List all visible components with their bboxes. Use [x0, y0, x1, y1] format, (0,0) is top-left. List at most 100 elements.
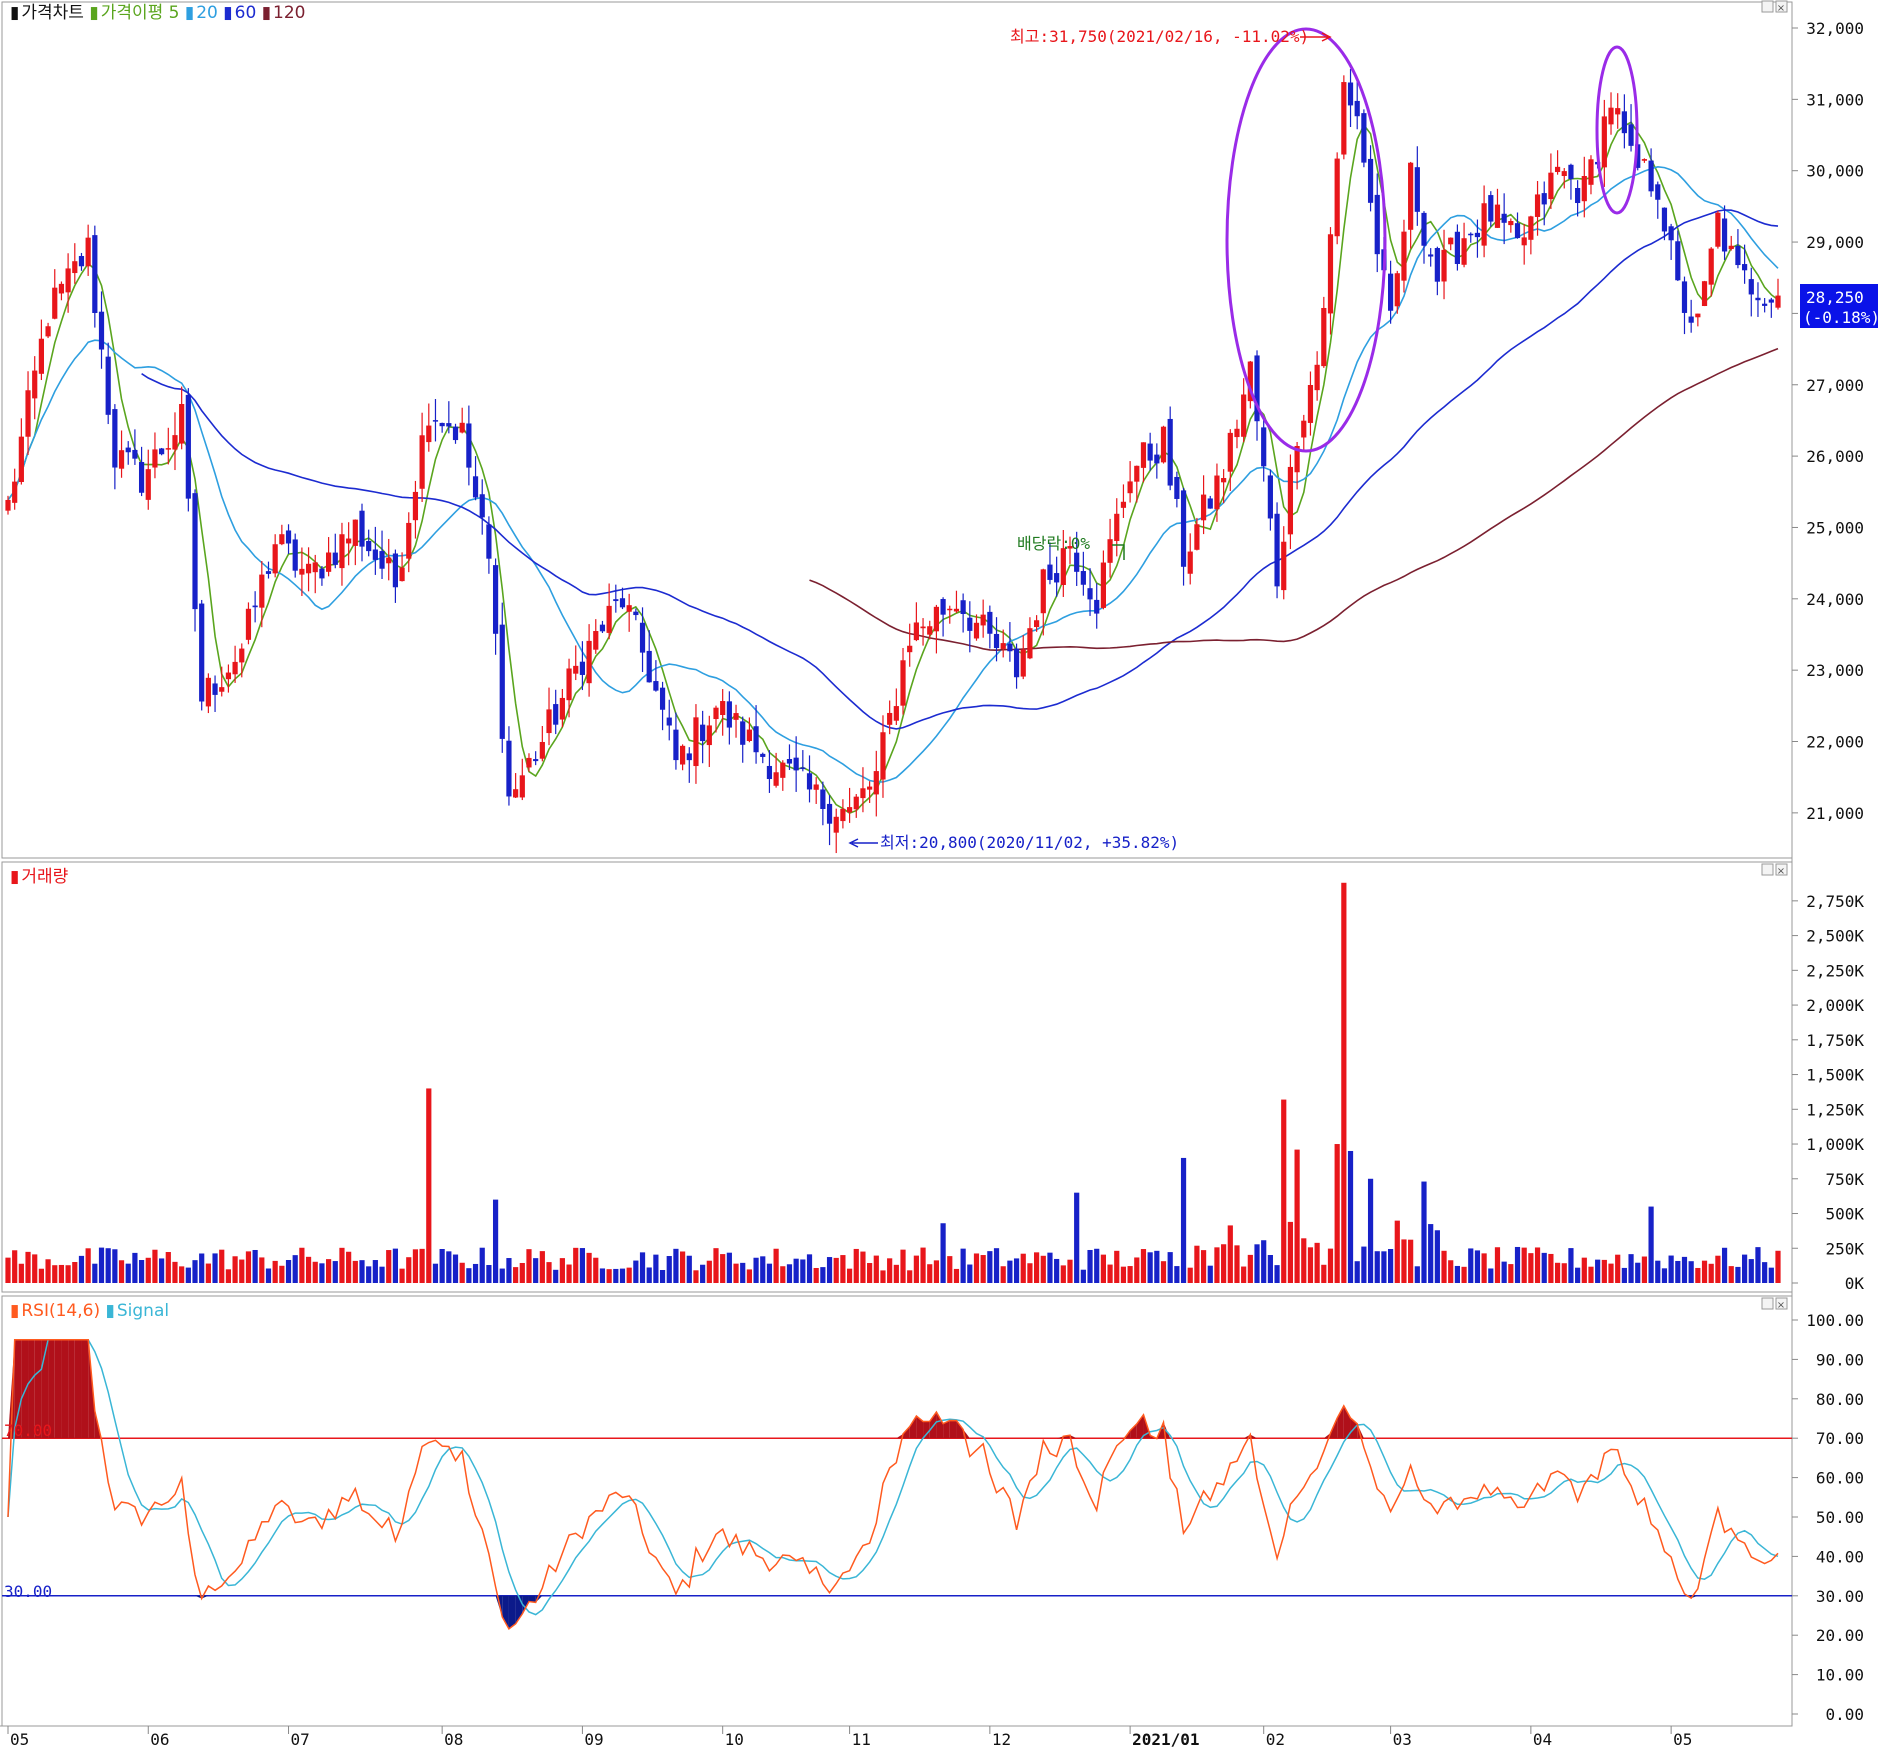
- volume-bar: [780, 1266, 786, 1283]
- candle-body: [292, 539, 298, 571]
- volume-bar: [506, 1258, 512, 1283]
- volume-bar: [1401, 1239, 1407, 1283]
- volume-bar: [1107, 1264, 1113, 1283]
- volume-bar: [1301, 1238, 1307, 1283]
- candle-body: [1601, 116, 1607, 168]
- price-tick-label: 21,000: [1806, 804, 1864, 823]
- volume-bar: [446, 1251, 452, 1283]
- volume-bar: [700, 1264, 706, 1283]
- rsi-overbought-fill: [1250, 1434, 1258, 1439]
- volume-tick-label: 0K: [1845, 1274, 1865, 1293]
- volume-bar: [1187, 1267, 1193, 1283]
- candle-body: [1414, 167, 1420, 212]
- candle-body: [1755, 297, 1761, 301]
- volume-bar: [1281, 1099, 1287, 1283]
- candle-body: [900, 660, 906, 706]
- ma-line-5: [7, 121, 1779, 814]
- candle-body: [78, 255, 85, 267]
- volume-bar: [820, 1267, 826, 1283]
- rsi-overbought-fill: [949, 1420, 957, 1439]
- volume-bar: [1194, 1245, 1200, 1283]
- candle-body: [12, 481, 18, 503]
- price-panel-controls[interactable]: ×: [1761, 0, 1788, 14]
- rsi-overbought-fill: [943, 1420, 950, 1439]
- candle-body: [65, 268, 71, 293]
- volume-bar: [613, 1268, 619, 1283]
- volume-bar: [953, 1268, 960, 1283]
- candle-body: [1287, 466, 1294, 535]
- volume-bar: [1160, 1261, 1167, 1283]
- price-y-axis: 32,00031,00030,00029,00028,00027,00026,0…: [1792, 19, 1864, 823]
- candle-body: [472, 476, 479, 498]
- volume-bar: [733, 1263, 739, 1283]
- volume-bar: [1327, 1248, 1334, 1283]
- candle-body: [339, 534, 345, 569]
- volume-bar: [406, 1257, 412, 1283]
- candle-body: [1635, 144, 1641, 168]
- volume-bar: [1448, 1260, 1454, 1283]
- volume-bar: [686, 1255, 692, 1283]
- volume-bar: [973, 1253, 980, 1283]
- rsi-overbought-fill: [1343, 1405, 1351, 1439]
- candle-body: [646, 650, 652, 683]
- volume-bar: [499, 1268, 505, 1283]
- candle-body: [1428, 254, 1434, 257]
- candle-body: [1114, 513, 1120, 541]
- volume-bar: [967, 1264, 973, 1283]
- volume-bar: [1768, 1267, 1774, 1283]
- candle-body: [1568, 164, 1574, 180]
- volume-bar: [1534, 1247, 1541, 1283]
- candle-body: [553, 704, 559, 725]
- candle-body: [38, 338, 44, 374]
- volume-bar: [1695, 1267, 1701, 1283]
- legend-marker-1: ▮: [89, 3, 98, 23]
- volume-bar: [1000, 1266, 1006, 1283]
- moving-average-lines: [7, 121, 1779, 814]
- volume-bar: [539, 1251, 545, 1283]
- candle-body: [566, 668, 572, 701]
- candle-body: [1341, 82, 1347, 155]
- rsi-panel-controls[interactable]: ×: [1761, 1297, 1788, 1311]
- candle-body: [713, 707, 719, 720]
- volume-bar: [38, 1268, 44, 1283]
- candle-body: [1160, 426, 1167, 463]
- volume-bar: [726, 1252, 732, 1283]
- volume-bar: [907, 1270, 913, 1283]
- candle-body: [1768, 299, 1774, 303]
- candle-body: [1234, 428, 1240, 438]
- candle-body: [1581, 176, 1587, 202]
- rsi-overbought-fill: [21, 1339, 29, 1439]
- candle-body: [152, 449, 158, 468]
- candlesticks: [5, 69, 1781, 854]
- volume-bar: [1154, 1250, 1160, 1283]
- volume-bar: [1641, 1256, 1648, 1283]
- volume-bar: [199, 1253, 205, 1283]
- candle-body: [1681, 281, 1688, 313]
- volume-bar: [1013, 1258, 1020, 1283]
- candle-body: [1034, 620, 1040, 628]
- x-tick-label: 02: [1266, 1730, 1285, 1749]
- x-tick-label: 07: [291, 1730, 310, 1749]
- volume-bar: [1047, 1252, 1053, 1283]
- volume-bar: [172, 1261, 178, 1283]
- candle-body: [32, 370, 38, 399]
- candle-body: [1221, 478, 1227, 483]
- candle-body: [132, 449, 138, 459]
- candle-body: [492, 565, 499, 634]
- candle-body: [726, 701, 732, 728]
- volume-bar: [1488, 1268, 1494, 1283]
- rsi-overbought-fill: [936, 1411, 944, 1439]
- rsi-overbought-fill: [34, 1339, 42, 1439]
- svg-text:×: ×: [1777, 3, 1785, 14]
- candle-body: [245, 608, 252, 640]
- candle-body: [1080, 571, 1086, 585]
- x-axis: 05 06 07 08 09 10 11 12 2021/01 02 03 04 05: [7, 1726, 1692, 1749]
- volume-panel-controls[interactable]: ×: [1761, 863, 1788, 877]
- rsi-tick-label: 10.00: [1816, 1666, 1864, 1685]
- candle-body: [265, 571, 272, 574]
- volume-bar: [346, 1251, 352, 1283]
- candle-body: [112, 409, 118, 468]
- candle-body: [479, 494, 485, 518]
